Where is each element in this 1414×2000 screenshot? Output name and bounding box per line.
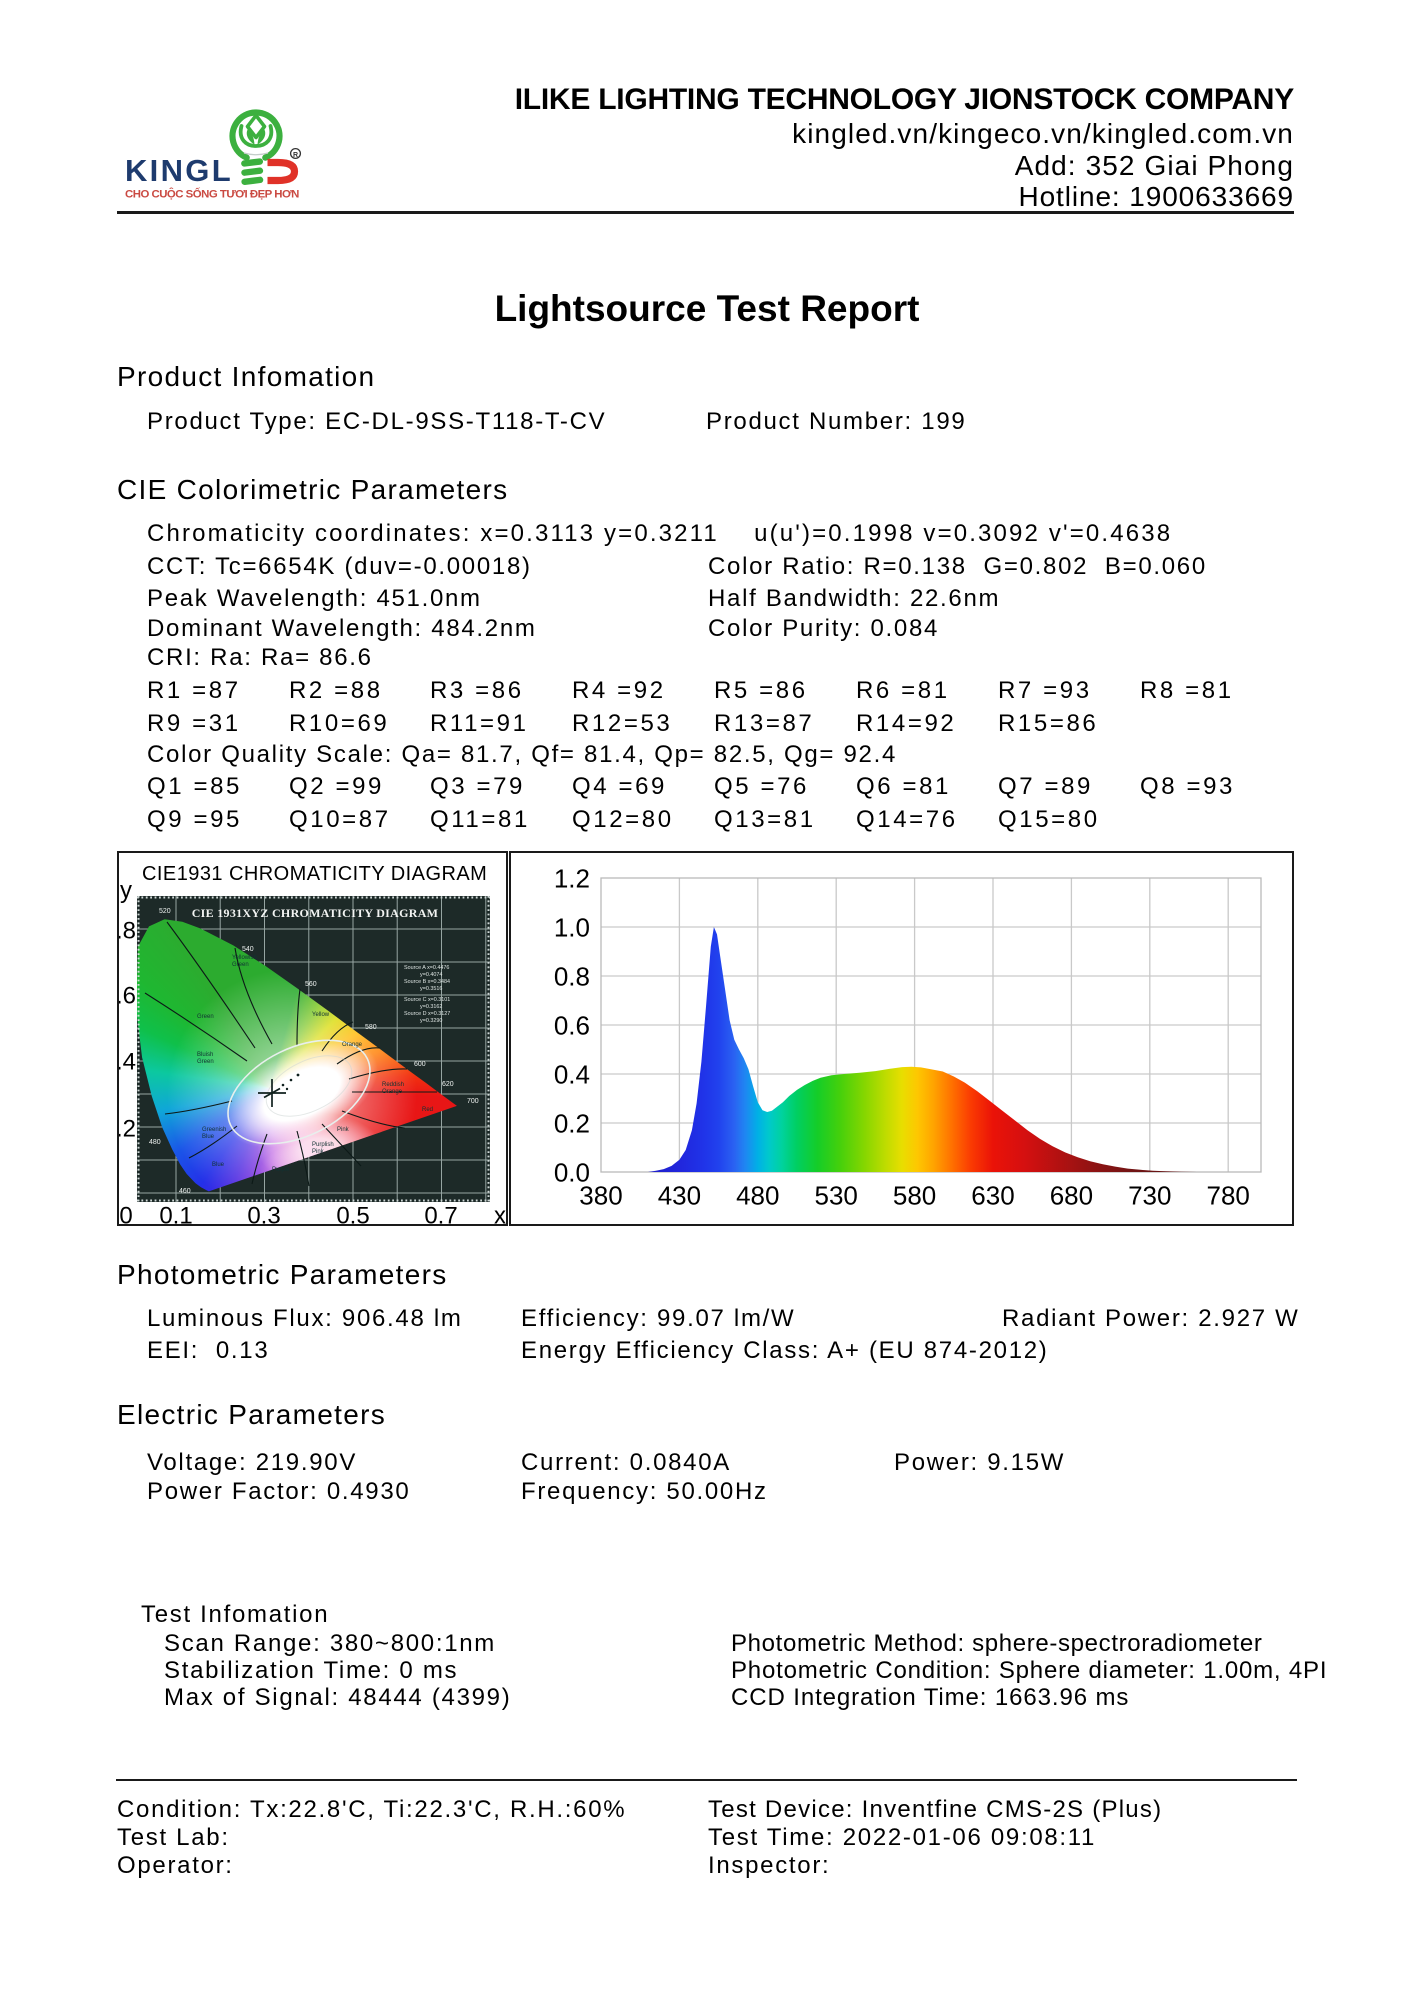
svg-text:580: 580 [893, 1181, 936, 1211]
svg-text:Pink: Pink [312, 1149, 325, 1155]
svg-text:Source D x=0.3127: Source D x=0.3127 [404, 1011, 450, 1017]
svg-text:1.0: 1.0 [554, 913, 590, 943]
svg-text:480: 480 [149, 1139, 161, 1146]
svg-text:.2: .2 [119, 1116, 136, 1143]
svg-text:.6: .6 [119, 983, 136, 1010]
svg-text:430: 430 [658, 1181, 701, 1211]
svg-text:380: 380 [579, 1181, 622, 1211]
svg-text:Bluish: Bluish [197, 1052, 213, 1058]
svg-text:Blue: Blue [212, 1162, 225, 1168]
svg-text:Green: Green [197, 1059, 214, 1065]
svg-text:Greenish: Greenish [202, 1127, 226, 1133]
svg-text:0.3: 0.3 [247, 1203, 280, 1225]
svg-text:680: 680 [1050, 1181, 1093, 1211]
svg-text:0.8: 0.8 [554, 962, 590, 992]
svg-text:700: 700 [467, 1098, 479, 1105]
svg-text:0.4: 0.4 [554, 1060, 590, 1090]
svg-text:480: 480 [736, 1181, 779, 1211]
svg-text:620: 620 [442, 1081, 454, 1088]
svg-text:y=0.4074: y=0.4074 [420, 972, 442, 978]
svg-text:CHO CUỘC SỐNG TƯƠI ĐẸP HƠN: CHO CUỘC SỐNG TƯƠI ĐẸP HƠN [125, 187, 299, 201]
svg-text:y=0.3162: y=0.3162 [420, 1004, 442, 1010]
svg-text:530: 530 [815, 1181, 858, 1211]
svg-text:540: 540 [242, 946, 254, 953]
svg-text:.4: .4 [119, 1049, 136, 1076]
svg-text:0.0: 0.0 [554, 1158, 590, 1188]
svg-text:Purplish: Purplish [312, 1142, 334, 1148]
svg-text:1.2: 1.2 [554, 864, 590, 894]
svg-text:R: R [293, 152, 298, 159]
svg-text:.8: .8 [119, 918, 136, 945]
svg-text:KINGL: KINGL [125, 153, 233, 188]
svg-text:0: 0 [119, 1203, 132, 1225]
svg-text:0.7: 0.7 [424, 1203, 457, 1225]
svg-text:Reddish: Reddish [382, 1082, 404, 1088]
svg-text:CIE 1931XYZ CHROMATICITY DIA: CIE 1931XYZ CHROMATICITY DIAGRAM [192, 906, 439, 920]
svg-text:Green: Green [232, 962, 249, 968]
svg-text:0.6: 0.6 [554, 1011, 590, 1041]
svg-text:Blue: Blue [202, 1134, 215, 1140]
svg-text:Yellow: Yellow [312, 1012, 330, 1018]
svg-text:y: y [120, 877, 132, 904]
svg-text:Orange: Orange [342, 1042, 363, 1048]
svg-text:580: 580 [365, 1024, 377, 1031]
svg-text:Purple: Purple [272, 1167, 290, 1173]
svg-text:Source A x=0.4476: Source A x=0.4476 [404, 965, 449, 971]
svg-text:Orange: Orange [382, 1089, 403, 1095]
svg-text:y=0.3290: y=0.3290 [420, 1018, 442, 1024]
svg-text:0.2: 0.2 [554, 1109, 590, 1139]
svg-text:Pink: Pink [337, 1127, 350, 1133]
svg-text:0.5: 0.5 [336, 1203, 369, 1225]
svg-text:0.1: 0.1 [159, 1203, 192, 1225]
svg-text:Source C x=0.3101: Source C x=0.3101 [404, 997, 450, 1003]
svg-text:560: 560 [305, 981, 317, 988]
svg-text:CIE1931 CHROMATICITY DIAGRAM: CIE1931 CHROMATICITY DIAGRAM [142, 863, 487, 885]
svg-text:730: 730 [1128, 1181, 1171, 1211]
svg-text:520: 520 [159, 908, 171, 915]
svg-text:Yellowish: Yellowish [232, 955, 257, 961]
svg-text:780: 780 [1207, 1181, 1250, 1211]
svg-text:630: 630 [971, 1181, 1014, 1211]
svg-text:Red: Red [422, 1107, 433, 1113]
svg-text:Green: Green [197, 1014, 214, 1020]
svg-text:y=0.3516: y=0.3516 [420, 986, 442, 992]
svg-text:x: x [494, 1203, 506, 1225]
svg-text:Source B x=0.3484: Source B x=0.3484 [404, 979, 450, 985]
svg-text:460: 460 [179, 1188, 191, 1195]
svg-text:600: 600 [414, 1061, 426, 1068]
